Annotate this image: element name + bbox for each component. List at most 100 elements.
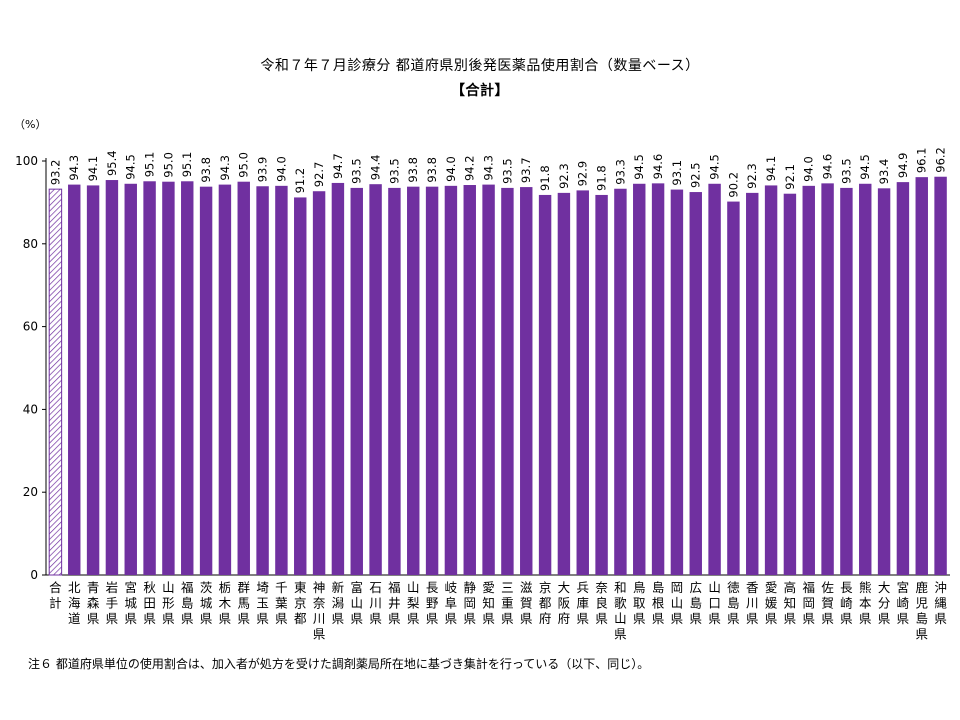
bar-6 <box>162 181 175 575</box>
data-label-5: 95.1 <box>143 152 157 178</box>
data-label-16: 93.5 <box>350 158 364 184</box>
category-label-14: 神奈川県 <box>313 580 326 642</box>
data-label-35: 94.5 <box>708 154 722 180</box>
bar-35 <box>708 183 721 575</box>
data-label-20: 93.8 <box>425 157 439 183</box>
bar-22 <box>463 185 476 575</box>
bar-47 <box>934 176 947 575</box>
category-label-20: 長野県 <box>426 580 439 626</box>
data-label-22: 94.2 <box>463 155 477 181</box>
category-label-9: 栃木県 <box>219 580 232 626</box>
category-label-42: 長崎県 <box>840 580 853 626</box>
category-label-37: 香川県 <box>746 580 759 626</box>
bar-21 <box>444 185 458 575</box>
data-label-28: 92.9 <box>576 161 590 187</box>
data-label-46: 96.1 <box>915 148 929 174</box>
category-label-45: 宮崎県 <box>897 580 910 626</box>
bar-0 <box>48 188 63 576</box>
bar-3 <box>105 180 119 575</box>
bar-20 <box>425 186 439 575</box>
bar-14 <box>312 191 326 576</box>
category-label-33: 岡山県 <box>671 580 684 626</box>
data-label-45: 94.9 <box>896 153 910 179</box>
data-label-37: 92.3 <box>745 163 759 189</box>
y-tick-label: 0 <box>30 568 38 582</box>
bar-27 <box>557 192 571 576</box>
data-label-2: 94.1 <box>86 156 100 182</box>
data-label-23: 94.3 <box>482 155 496 181</box>
category-label-16: 富山県 <box>350 580 363 626</box>
bar-9 <box>218 184 232 575</box>
category-label-10: 群馬県 <box>237 580 250 626</box>
category-label-29: 奈良県 <box>595 580 608 626</box>
bar-46 <box>915 177 928 575</box>
category-label-4: 宮城県 <box>124 580 137 626</box>
category-label-2: 青森県 <box>87 580 100 626</box>
category-label-17: 石川県 <box>369 580 382 626</box>
bar-37 <box>746 192 759 576</box>
data-label-8: 93.8 <box>199 157 213 183</box>
x-axis-labels: 合計北海道青森県岩手県宮城県秋田県山形県福島県茨城県栃木県群馬県埼玉県千葉県東京… <box>49 580 947 642</box>
y-tick-label: 20 <box>23 485 38 499</box>
chart-title: 令和７年７月診療分 都道府県別後発医薬品使用割合（数量ベース） <box>260 58 700 74</box>
data-label-39: 92.1 <box>783 164 797 190</box>
bar-42 <box>840 187 853 575</box>
category-label-27: 大阪府 <box>558 580 571 626</box>
data-label-30: 93.3 <box>613 159 627 185</box>
category-label-28: 兵庫県 <box>576 580 589 626</box>
bar-25 <box>520 187 533 575</box>
data-label-17: 94.4 <box>369 155 383 181</box>
bar-4 <box>124 183 137 575</box>
y-tick-label: 80 <box>23 237 38 251</box>
bar-36 <box>727 201 740 575</box>
y-tick-label: 40 <box>23 402 38 416</box>
bar-12 <box>275 185 288 575</box>
bar-1 <box>68 184 81 575</box>
category-label-7: 福島県 <box>181 580 194 626</box>
bar-11 <box>256 186 269 575</box>
category-label-41: 佐賀県 <box>821 580 834 626</box>
category-label-5: 秋田県 <box>143 580 156 626</box>
category-label-3: 岩手県 <box>106 580 119 626</box>
bar-26 <box>538 194 552 575</box>
category-label-40: 福岡県 <box>802 580 815 626</box>
y-axis-unit: （%） <box>14 118 47 131</box>
data-label-14: 92.7 <box>312 162 326 188</box>
bar-34 <box>689 192 702 576</box>
data-label-9: 94.3 <box>218 155 232 181</box>
y-axis: 0 20 40 60 80 100 <box>15 154 950 582</box>
bar-45 <box>896 182 910 575</box>
data-labels: 93.2 94.3 94.1 95.4 94.5 95.1 95.0 95.1 93.8 94.3… <box>48 147 947 197</box>
data-label-36: 90.2 <box>726 172 740 198</box>
data-label-34: 92.5 <box>689 162 703 188</box>
bar-28 <box>576 190 589 576</box>
bar-31 <box>633 183 646 575</box>
data-label-19: 93.8 <box>406 157 420 183</box>
bar-18 <box>388 187 401 575</box>
bar-32 <box>651 183 665 575</box>
category-label-8: 茨城県 <box>200 580 213 626</box>
data-label-33: 93.1 <box>670 160 684 186</box>
category-label-25: 滋賀県 <box>520 580 533 626</box>
category-label-1: 北海道 <box>68 580 81 626</box>
bar-29 <box>595 194 608 575</box>
bar-40 <box>802 185 815 575</box>
data-label-44: 93.4 <box>877 159 891 185</box>
category-label-13: 東京都 <box>294 580 307 626</box>
category-label-46: 鹿児島県 <box>915 580 928 642</box>
data-label-24: 93.5 <box>500 158 514 184</box>
data-label-0: 93.2 <box>48 160 62 186</box>
bar-2 <box>86 185 100 575</box>
category-label-12: 千葉県 <box>275 580 288 626</box>
bar-13 <box>294 197 307 575</box>
data-label-18: 93.5 <box>387 158 401 184</box>
data-label-21: 94.0 <box>444 156 458 182</box>
bar-17 <box>369 184 382 575</box>
data-label-1: 94.3 <box>67 155 81 181</box>
category-label-35: 山口県 <box>708 580 721 626</box>
category-label-26: 京都府 <box>539 580 552 626</box>
category-label-22: 静岡県 <box>463 580 476 626</box>
data-label-25: 93.7 <box>519 157 533 183</box>
category-label-23: 愛知県 <box>482 580 495 626</box>
